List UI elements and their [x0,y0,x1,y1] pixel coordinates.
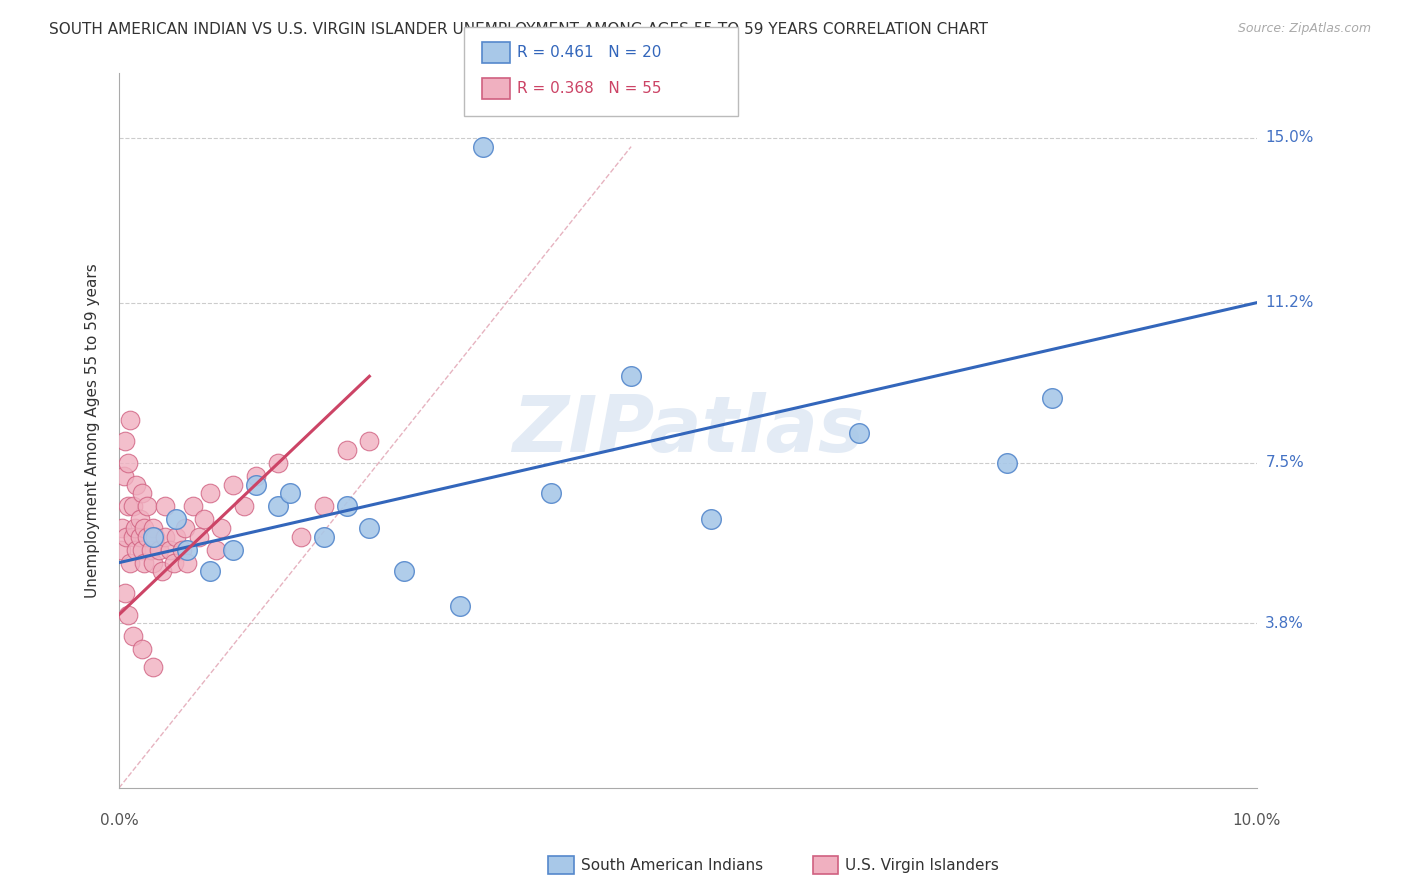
Point [114,586,136,600]
Point [848,425,870,440]
Point [145,530,167,544]
Point [233,500,256,514]
Point [131,542,153,557]
Point [114,434,136,449]
Point [198,564,221,578]
Point [132,521,155,535]
Point [163,556,186,570]
Point [222,477,245,491]
Point [150,564,173,578]
Point [142,521,165,535]
Point [995,456,1018,470]
Point [359,521,381,535]
Point [117,607,139,622]
Point [131,486,153,500]
Point [159,542,181,557]
Text: U.S. Virgin Islanders: U.S. Virgin Islanders [845,858,998,872]
Point [181,500,204,514]
Point [176,542,198,557]
Point [136,500,159,514]
Text: Source: ZipAtlas.com: Source: ZipAtlas.com [1237,22,1371,36]
Point [222,542,245,557]
Point [187,530,209,544]
Point [128,530,150,544]
Point [124,521,146,535]
Point [267,456,290,470]
Point [211,521,233,535]
Point [312,530,335,544]
Point [142,556,165,570]
Y-axis label: Unemployment Among Ages 55 to 59 years: Unemployment Among Ages 55 to 59 years [86,263,100,598]
Point [112,469,135,483]
Point [132,556,155,570]
Point [121,530,143,544]
Point [290,530,312,544]
Point [245,469,267,483]
Point [117,500,139,514]
Point [700,512,723,526]
Point [449,599,471,613]
Point [620,369,643,384]
Point [540,486,562,500]
Text: 0.0%: 0.0% [100,813,138,828]
Point [198,486,221,500]
Text: ZIPatlas: ZIPatlas [512,392,865,468]
Point [336,500,359,514]
Text: R = 0.368   N = 55: R = 0.368 N = 55 [517,81,662,95]
Point [128,512,150,526]
Point [125,477,148,491]
Point [472,139,495,153]
Point [312,500,335,514]
Point [139,542,162,557]
Point [359,434,381,449]
Point [245,477,267,491]
Text: 7.5%: 7.5% [1265,456,1303,470]
Point [153,500,176,514]
Point [267,500,290,514]
Point [110,542,132,557]
Text: 3.8%: 3.8% [1265,615,1305,631]
Point [142,659,165,673]
Point [176,556,198,570]
Point [120,556,142,570]
Point [120,412,142,426]
Point [117,456,139,470]
Point [278,486,301,500]
Text: R = 0.461   N = 20: R = 0.461 N = 20 [517,45,662,60]
Point [121,629,143,643]
Point [1040,391,1063,405]
Point [148,542,170,557]
Point [193,512,215,526]
Point [336,442,359,457]
Point [121,500,143,514]
Text: South American Indians: South American Indians [581,858,763,872]
Text: SOUTH AMERICAN INDIAN VS U.S. VIRGIN ISLANDER UNEMPLOYMENT AMONG AGES 55 TO 59 Y: SOUTH AMERICAN INDIAN VS U.S. VIRGIN ISL… [49,22,988,37]
Text: 11.2%: 11.2% [1265,295,1313,310]
Point [165,530,187,544]
Point [165,512,187,526]
Text: 10.0%: 10.0% [1233,813,1281,828]
Point [125,542,148,557]
Point [170,542,193,557]
Point [115,530,138,544]
Text: 15.0%: 15.0% [1265,130,1313,145]
Point [174,521,197,535]
Point [204,542,226,557]
Point [131,642,153,657]
Point [392,564,415,578]
Point [136,530,159,544]
Point [153,530,176,544]
Point [111,521,134,535]
Point [142,530,165,544]
